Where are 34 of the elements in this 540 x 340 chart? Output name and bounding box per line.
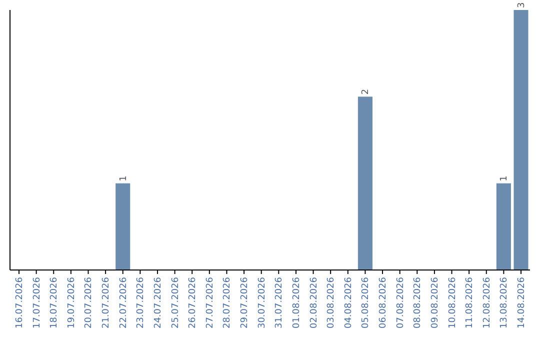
x-tick-label: 26.07.2026 [188,276,198,329]
x-tick-label: 03.08.2026 [326,276,337,329]
x-tick-label: 29.07.2026 [240,276,250,329]
x-tick-label: 01.08.2026 [292,276,302,329]
x-tick-label: 18.07.2026 [50,276,60,329]
x-tick-label: 24.07.2026 [153,276,164,329]
x-tick-label: 17.07.2026 [32,276,42,329]
x-tick-label: 30.07.2026 [257,276,268,329]
x-tick-label: 11.08.2026 [465,276,476,329]
x-tick-label: 07.08.2026 [396,276,406,329]
x-tick-label: 16.07.2026 [15,276,25,329]
x-tick-label: 22.07.2026 [118,276,129,329]
x-tick-label: 31.07.2026 [274,276,285,329]
x-tick-label: 06.08.2026 [378,276,389,329]
x-tick-label: 28.07.2026 [222,276,233,329]
x-tick-label: 09.08.2026 [430,276,440,329]
x-tick-label: 21.07.2026 [102,276,112,329]
x-tick-label: 27.07.2026 [205,276,216,329]
x-tick-label: 08.08.2026 [413,276,424,329]
x-tick-label: 23.07.2026 [136,276,146,329]
x-tick-label: 04.08.2026 [344,276,354,329]
x-tick-label: 12.08.2026 [482,276,492,329]
x-tick-label: 20.07.2026 [84,276,94,329]
x-tick-label: 13.08.2026 [500,276,510,329]
data-label: 1 [500,176,510,182]
x-tick-label: 02.08.2026 [309,276,320,329]
x-tick-label: 14.08.2026 [517,276,527,329]
data-label: 1 [118,176,129,182]
x-tick-label: 25.07.2026 [170,276,181,329]
x-tick-label: 10.08.2026 [448,276,458,329]
data-label: 2 [361,88,372,95]
data-label: 3 [517,2,527,8]
x-tick-label: 19.07.2026 [66,276,77,329]
x-tick-label: 05.08.2026 [361,276,372,329]
